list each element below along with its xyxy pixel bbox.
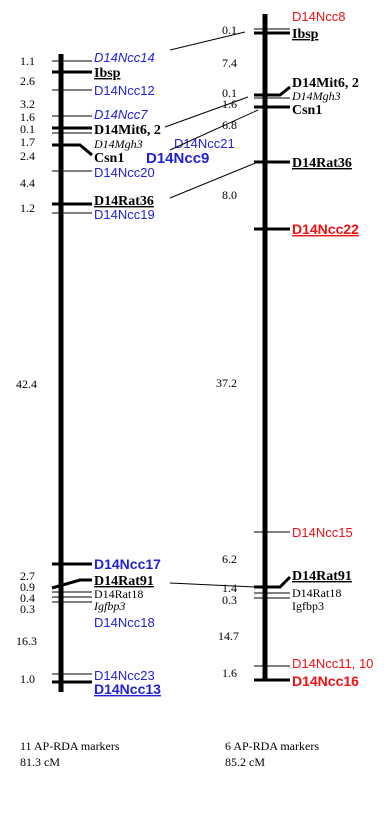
interval-label: 1.2: [20, 201, 35, 215]
marker-d14ncc21: D14Ncc21: [174, 136, 235, 151]
tick: [254, 85, 291, 97]
interval-label: 6.2: [222, 552, 237, 566]
marker-d14ncc22: D14Ncc22: [292, 221, 359, 237]
left-ticks: [51, 60, 93, 684]
interval-label: 0.1: [222, 23, 237, 37]
marker-d14ncc16: D14Ncc16: [292, 673, 359, 689]
left-marker-labels: D14Ncc14 Ibsp D14Ncc12 D14Ncc7 D14Mit6, …: [93, 50, 235, 697]
tick: [52, 143, 93, 157]
marker-d14rat18: D14Rat18: [292, 586, 341, 600]
interval-label: 1.0: [20, 672, 35, 686]
marker-d14ncc11-10: D14Ncc11, 10: [292, 656, 373, 671]
marker-ibsp: Ibsp: [292, 27, 319, 42]
right-marker-labels: D14Ncc8 Ibsp D14Mit6, 2 D14Mgh3 Csn1 D14…: [291, 9, 373, 689]
interval-label: 14.7: [218, 629, 239, 643]
interval-label: 0.1: [20, 122, 35, 136]
interval-label: 0.9: [20, 580, 35, 594]
right-chromosome-bar: [262, 14, 268, 681]
left-interval-labels: 1.1 2.6 3.2 1.6 0.1 1.7 2.4 4.4 1.2 42.4…: [16, 54, 37, 686]
interval-label: 16.3: [16, 634, 37, 648]
interval-label: 0.3: [20, 602, 35, 616]
marker-d14ncc15: D14Ncc15: [292, 525, 353, 540]
marker-d14ncc12: D14Ncc12: [94, 83, 155, 98]
left-chromosome-bar: [58, 54, 64, 692]
connector-d14mit6: [164, 96, 249, 128]
interval-label: 42.4: [16, 377, 37, 391]
marker-d14mgh3: D14Mgh3: [93, 137, 143, 151]
interval-label: 0.4: [20, 591, 35, 605]
interval-label: 1.4: [222, 581, 237, 595]
marker-d14mit6: D14Mit6, 2: [292, 76, 359, 91]
marker-igfbp3: Igfbp3: [93, 599, 125, 613]
marker-d14ncc9: D14Ncc9: [146, 150, 209, 167]
marker-d14ncc18: D14Ncc18: [94, 615, 155, 630]
connector-d14rat91: [169, 582, 256, 588]
marker-d14ncc23: D14Ncc23: [94, 668, 155, 683]
interval-label: 0.1: [222, 86, 237, 100]
interval-label: 1.6: [222, 97, 237, 111]
marker-d14rat36: D14Rat36: [292, 156, 352, 171]
interval-label: 6.8: [222, 118, 237, 132]
marker-d14ncc14: D14Ncc14: [94, 50, 155, 65]
interval-label: 1.1: [20, 54, 35, 68]
interval-label: 7.4: [222, 56, 237, 70]
interval-label: 2.4: [20, 149, 35, 163]
right-ticks: [254, 28, 292, 682]
marker-csn1: Csn1: [94, 151, 124, 166]
right-chromosome-map: 0.1 7.4 0.1 1.6 6.8 8.0 37.2 6.2 1.4 0.3…: [216, 9, 373, 769]
marker-d14mit6: D14Mit6, 2: [94, 123, 161, 138]
homology-connectors: [164, 31, 259, 588]
interval-label: 1.7: [20, 135, 35, 149]
interval-label: 0.3: [222, 593, 237, 607]
left-footer-length: 81.3 cM: [20, 755, 60, 769]
interval-label: 2.7: [20, 569, 35, 583]
marker-d14rat36: D14Rat36: [94, 194, 154, 209]
marker-d14ncc20: D14Ncc20: [94, 165, 155, 180]
tick: [254, 575, 292, 589]
marker-d14rat91: D14Rat91: [94, 574, 154, 589]
marker-d14ncc19: D14Ncc19: [94, 207, 155, 222]
connector-ibsp: [169, 31, 246, 51]
marker-d14ncc7: D14Ncc7: [94, 107, 148, 122]
right-footer-length: 85.2 cM: [225, 755, 265, 769]
left-chromosome-map: 1.1 2.6 3.2 1.6 0.1 1.7 2.4 4.4 1.2 42.4…: [16, 50, 235, 769]
marker-d14mgh3: D14Mgh3: [291, 89, 341, 103]
marker-igfbp3: Igfbp3: [292, 599, 324, 613]
marker-d14ncc8: D14Ncc8: [292, 9, 345, 24]
interval-label: 3.2: [20, 97, 35, 111]
marker-ibsp: Ibsp: [94, 66, 121, 81]
marker-csn1: Csn1: [292, 103, 322, 118]
right-interval-labels: 0.1 7.4 0.1 1.6 6.8 8.0 37.2 6.2 1.4 0.3…: [216, 23, 239, 680]
interval-label: 1.6: [20, 110, 35, 124]
interval-label: 37.2: [216, 376, 237, 390]
right-footer-marker-count: 6 AP-RDA markers: [225, 739, 319, 753]
connector-d14rat36: [169, 161, 259, 199]
marker-d14ncc17: D14Ncc17: [94, 556, 161, 572]
connector-csn1: [169, 109, 259, 151]
interval-label: 4.4: [20, 176, 35, 190]
interval-label: 1.6: [222, 666, 237, 680]
interval-label: 2.6: [20, 74, 35, 88]
tick: [51, 578, 92, 590]
marker-d14rat91: D14Rat91: [292, 569, 352, 584]
marker-d14ncc13: D14Ncc13: [94, 681, 161, 697]
marker-d14rat18: D14Rat18: [94, 587, 143, 601]
interval-label: 8.0: [222, 188, 237, 202]
left-footer-marker-count: 11 AP-RDA markers: [20, 739, 120, 753]
